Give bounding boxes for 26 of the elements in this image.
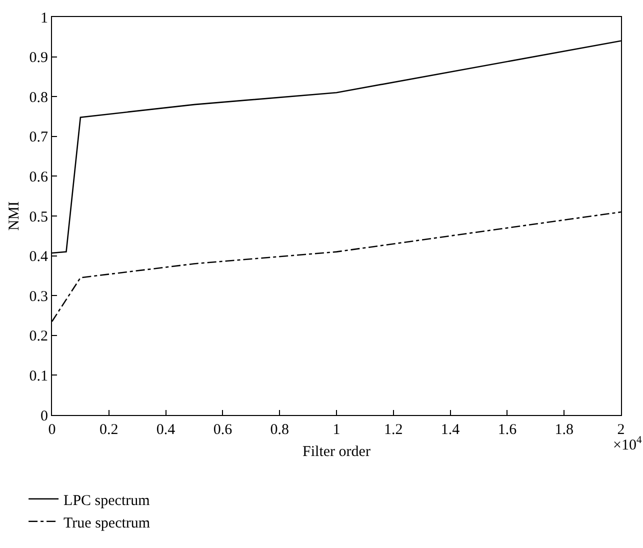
x-tick-label: 0.2: [100, 422, 118, 438]
y-tick-label: 0.7: [29, 130, 48, 146]
x-tick-label: 1.2: [384, 422, 403, 438]
y-tick-label: 1: [40, 10, 48, 26]
y-tick-label: 0.3: [29, 288, 48, 305]
x-axis-title: Filter order: [302, 444, 370, 460]
x-tick-label: 2: [617, 422, 625, 438]
y-tick-label: 0.6: [29, 169, 48, 186]
y-tick-label: 0: [40, 408, 48, 424]
legend-label: LPC spectrum: [64, 492, 150, 509]
text: ×10$^{4}$: [613, 435, 642, 454]
y-tick-label: 0.8: [29, 90, 48, 106]
y-tick-label: 0.1: [29, 368, 48, 384]
x-tick-label: 1.4: [440, 422, 460, 438]
y-tick-label: 0.5: [29, 209, 48, 226]
x-tick-label: 0.8: [270, 422, 289, 438]
y-tick-label: 0.2: [29, 328, 48, 345]
x-tick-label: 0.4: [156, 422, 176, 438]
x-tick-label: 0.6: [213, 422, 233, 438]
y-tick-label: 0.4: [29, 249, 48, 266]
y-axis-title: NMI: [6, 201, 22, 231]
x-tick-label: 1: [332, 422, 340, 438]
x-tick-label: 1.6: [498, 422, 518, 438]
legend-label: True spectrum: [64, 515, 150, 532]
y-tick-label: 0.9: [29, 50, 48, 66]
x-tick-label: 1.8: [554, 422, 574, 438]
